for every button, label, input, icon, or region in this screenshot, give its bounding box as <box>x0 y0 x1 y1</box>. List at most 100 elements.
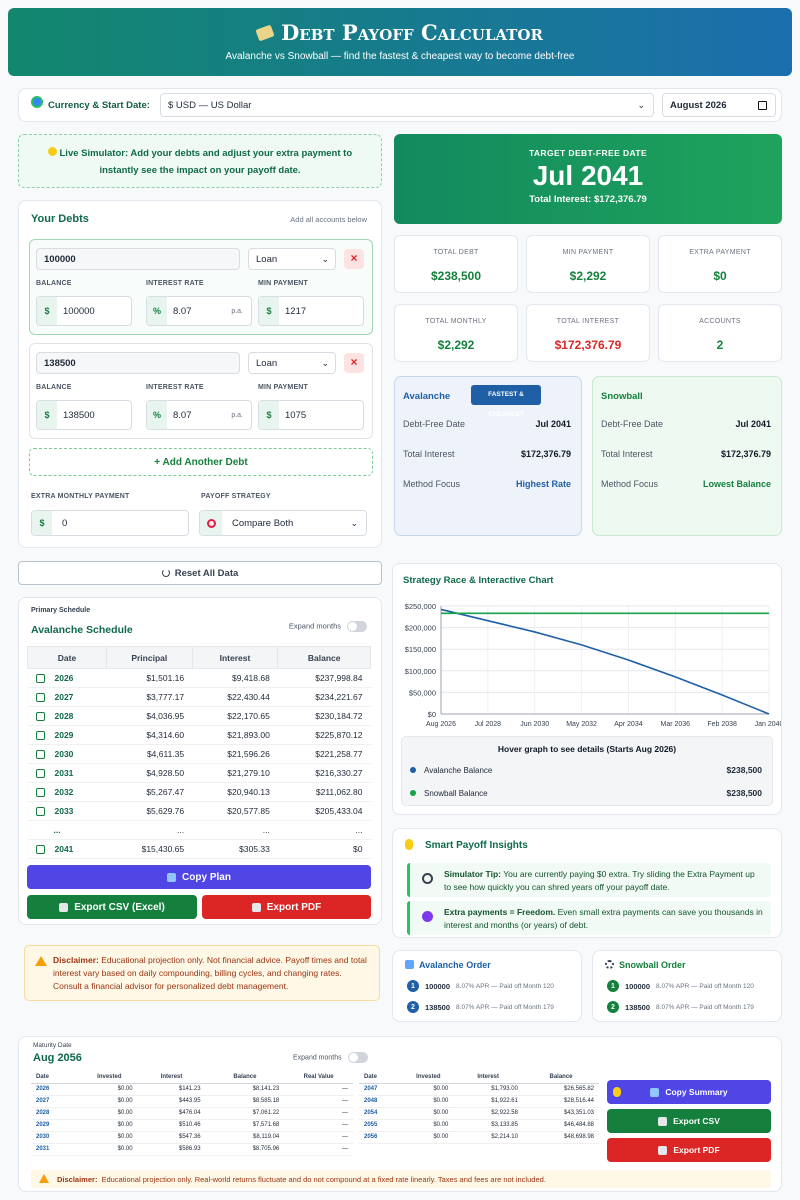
table-row: 2026 $1,501.16 $9,418.68 $237,998.84 <box>27 668 371 688</box>
y-tick-label: $100,000 <box>405 667 436 676</box>
cell-text: — <box>342 1086 348 1092</box>
hover-row: Snowball Balance $238,500 <box>410 788 762 798</box>
table-head: Date Invested Interest Balance <box>359 1071 599 1084</box>
field-label: INTEREST RATE <box>146 280 204 287</box>
cell-text: ... <box>355 825 363 835</box>
cell-text: $3,133.85 <box>491 1122 518 1128</box>
copy-summary-button[interactable]: Copy Summary <box>607 1080 771 1104</box>
order-rank: 2 <box>407 1001 419 1013</box>
cell-text: $0.00 <box>433 1110 449 1116</box>
legend-name: Avalanche Balance <box>424 765 493 775</box>
cell: $1,922.61 <box>453 1095 523 1108</box>
maturity-disclaimer: Disclaimer: Educational projection only.… <box>31 1170 771 1188</box>
debt-type-select[interactable]: Loan ⌄ <box>248 248 336 270</box>
order-title: Snowball Order <box>619 960 686 970</box>
cell-text: $8,585.18 <box>252 1098 280 1104</box>
cell: $234,221.67 <box>277 687 371 707</box>
cell: $2,922.58 <box>453 1107 523 1120</box>
export-pdf-button[interactable]: Export PDF <box>607 1138 771 1162</box>
cell-text: ... <box>262 825 270 835</box>
stat-card: TOTAL INTEREST $172,376.79 <box>526 304 650 362</box>
row-label: Total Interest <box>601 449 653 459</box>
copy-summary-label: Copy Summary <box>665 1087 728 1097</box>
copy-icon <box>167 872 177 882</box>
start-date-input[interactable]: August 2026 <box>662 93 776 117</box>
min-payment-value: 1075 <box>285 409 307 421</box>
expand-toggle[interactable]: Expand months <box>293 1052 368 1063</box>
cell-text: $225,870.12 <box>315 730 363 740</box>
debts-card: Your Debts Add all accounts below 100000… <box>18 200 382 548</box>
cell-text: $4,314.60 <box>146 730 185 740</box>
cell: $43,351.03 <box>522 1107 599 1120</box>
order-item: 1 100000 8.07% APR — Paid off Month 120 <box>607 980 754 992</box>
min-payment-prefix: $ <box>259 297 279 325</box>
copy-plan-label: Copy Plan <box>182 871 231 883</box>
year-cell: 2032 <box>27 782 107 802</box>
calendar-icon <box>758 100 767 110</box>
disclaimer-text: Educational projection only. Real-world … <box>101 1174 546 1184</box>
table-row: 2028 $0.00 $476.04 $7,061.22 — <box>31 1107 353 1120</box>
x-tick-label: Jul 2028 <box>475 721 502 728</box>
reset-button[interactable]: Reset All Data <box>18 561 382 585</box>
export-csv-button[interactable]: Export CSV <box>607 1109 771 1133</box>
y-tick-label: $150,000 <box>405 645 436 654</box>
header-row: Date Invested Interest Balance <box>359 1071 599 1084</box>
expand-toggle[interactable]: Expand months <box>289 621 367 632</box>
export-csv-button[interactable]: Export CSV (Excel) <box>27 895 197 919</box>
settings-bar: Currency & Start Date: $ USD — US Dollar… <box>18 88 782 122</box>
debt-type-select[interactable]: Loan ⌄ <box>248 352 336 374</box>
debt-name-input[interactable]: 100000 <box>36 248 240 270</box>
table-row: 2048 $0.00 $1,922.61 $28,516.44 <box>359 1095 599 1108</box>
cell-text: 2027 <box>54 691 74 702</box>
schedule-title: Avalanche Schedule <box>31 624 133 636</box>
cell-text: $0.00 <box>433 1122 449 1128</box>
strategy-select[interactable]: Compare Both ⌄ <box>199 510 367 536</box>
cell: $20,940.13 <box>192 782 278 802</box>
row-value: $172,376.79 <box>720 449 771 459</box>
debt-name-input[interactable]: 138500 <box>36 352 240 374</box>
maturity-card: Maturity Date Aug 2056 Expand months Dat… <box>18 1036 782 1192</box>
order-rank: 1 <box>607 980 619 992</box>
cell-text: $21,893.00 <box>227 730 270 740</box>
cell-text: $8,705.96 <box>252 1146 280 1152</box>
strategy-name: Avalanche <box>403 391 451 402</box>
y-tick-label: $50,000 <box>409 688 436 697</box>
strategy-row: Debt-Free Date Jul 2041 <box>403 419 571 429</box>
debt-type: Loan <box>256 253 278 265</box>
x-tick-label: Apr 2034 <box>614 721 643 728</box>
delete-button[interactable]: × <box>344 353 364 373</box>
cell: $0.00 <box>81 1131 138 1144</box>
row-value: Jul 2041 <box>535 419 571 429</box>
table-row: ............ <box>27 820 371 840</box>
cell: $0.00 <box>81 1119 138 1132</box>
cell-text: 2027 <box>36 1098 50 1104</box>
extra-input[interactable]: 0 <box>31 510 189 536</box>
column-header: Date <box>359 1071 404 1084</box>
chevron: ⌄ <box>637 99 645 110</box>
x-tick-label: Mar 2036 <box>660 721 690 728</box>
currency-select[interactable]: $ USD — US Dollar ⌄ <box>160 93 654 117</box>
cell: $21,893.00 <box>192 725 278 745</box>
year-cell: ... <box>27 820 107 840</box>
cell-text: 2028 <box>36 1110 50 1116</box>
insight-lead: Extra payments = Freedom. <box>444 907 556 917</box>
insight-text: Even small extra payments can save you t… <box>444 907 763 930</box>
stat-label: MIN PAYMENT <box>562 249 614 256</box>
table-head: Date Principal Interest Balance <box>27 646 371 669</box>
add-debt-button[interactable]: + Add Another Debt <box>29 448 373 476</box>
cell-text: $0.00 <box>117 1122 133 1128</box>
export-pdf-button[interactable]: Export PDF <box>202 895 371 919</box>
column-header: Interest <box>453 1071 523 1084</box>
cell: $22,170.65 <box>192 706 278 726</box>
debt-name: 100000 <box>44 253 76 265</box>
copy-plan-button[interactable]: Copy Plan <box>27 865 371 889</box>
cell-text: — <box>342 1110 348 1116</box>
stat-card: MIN PAYMENT $2,292 <box>526 235 650 293</box>
delete-button[interactable]: × <box>344 249 364 269</box>
column-header: Balance <box>522 1071 599 1084</box>
strategy-card: Snowball Debt-Free Date Jul 2041 Total Inte… <box>592 376 782 536</box>
cell-text: 2055 <box>364 1122 378 1128</box>
order-card: Avalanche Order 1 100000 8.07% APR — Paid o… <box>392 950 582 1022</box>
table: Date Invested Interest Balance 2047 $0.00 $1,7… <box>359 1071 599 1144</box>
stat-value: 2 <box>716 338 724 352</box>
